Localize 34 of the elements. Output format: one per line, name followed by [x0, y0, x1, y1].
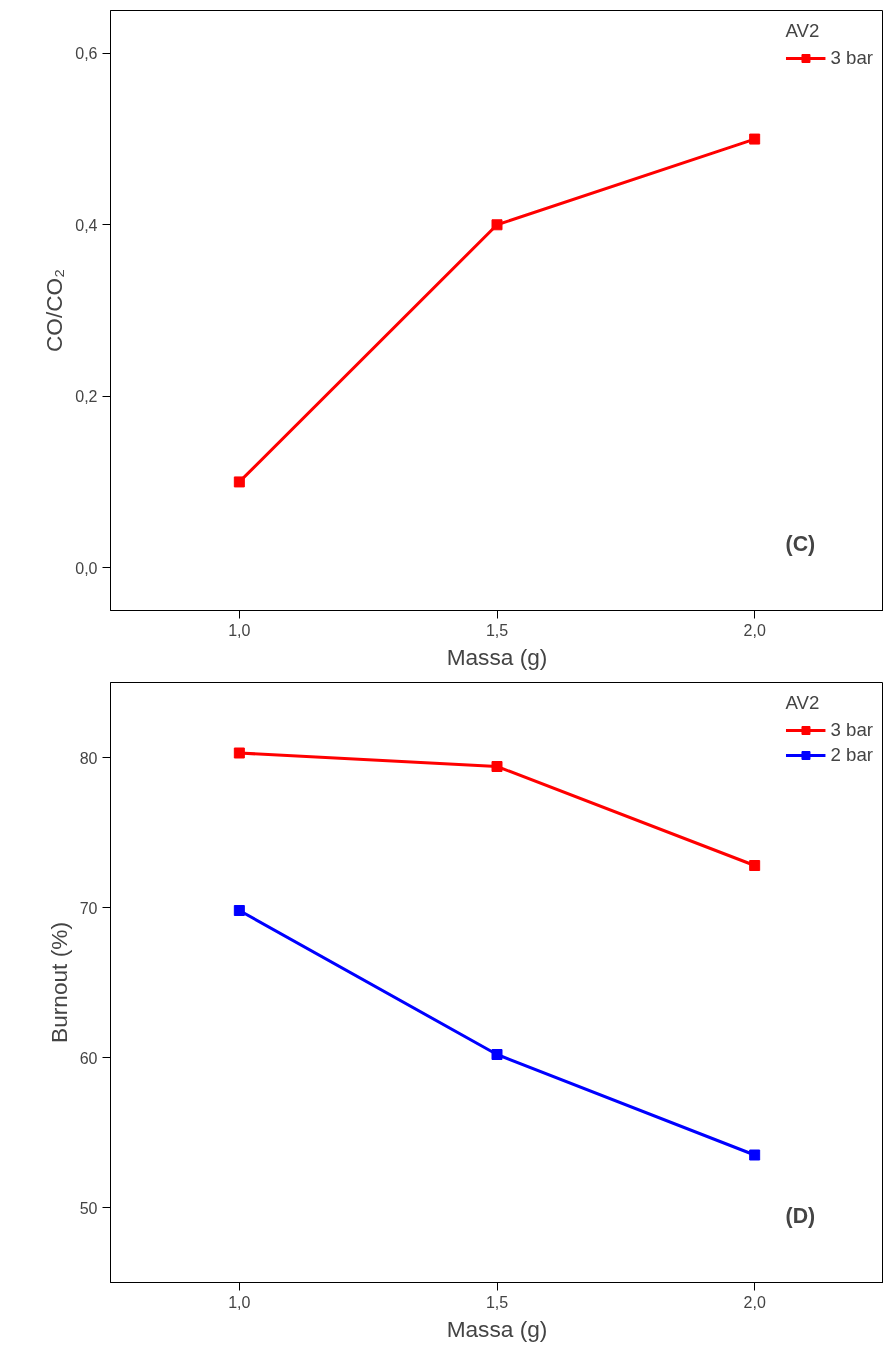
x-axis-title: Massa (g)	[446, 1315, 548, 1342]
x-axis-title: Massa (g)	[446, 643, 548, 670]
annotation: (C)	[785, 531, 816, 556]
point	[233, 747, 245, 759]
y-axis-title: Burnout (%)	[45, 922, 72, 1043]
point	[749, 860, 761, 871]
legend-label: 3 bar	[830, 47, 873, 69]
point	[491, 761, 503, 772]
point	[749, 133, 761, 145]
y-tick-label: 0,4	[75, 216, 98, 234]
y-tick-label: 70	[79, 899, 98, 917]
x-tick-label: 1,5	[485, 1293, 509, 1311]
legend-title: AV2	[785, 20, 821, 42]
annotation: (D)	[785, 1203, 816, 1228]
point	[233, 476, 245, 488]
legend-label: 2 bar	[830, 744, 873, 766]
y-tick-label: 60	[79, 1049, 98, 1067]
point	[233, 905, 245, 916]
y-tick-label: 50	[79, 1199, 98, 1217]
y-tick-label: 0,2	[75, 388, 98, 406]
point	[491, 219, 503, 231]
y-tick-label: 0,0	[75, 559, 98, 577]
x-tick-label: 1,0	[228, 1293, 251, 1311]
y-tick-label: 80	[79, 749, 98, 767]
legend-label: 3 bar	[830, 719, 873, 741]
legend-title: AV2	[785, 692, 821, 714]
x-tick-label: 2,0	[743, 1293, 766, 1311]
y-axis-title: CO/CO₂	[41, 268, 68, 353]
point	[491, 1049, 503, 1060]
point	[749, 1149, 761, 1161]
x-tick-label: 1,5	[485, 621, 509, 639]
x-tick-label: 1,0	[228, 621, 251, 639]
y-tick-label: 0,6	[75, 45, 98, 63]
x-tick-label: 2,0	[743, 621, 766, 639]
